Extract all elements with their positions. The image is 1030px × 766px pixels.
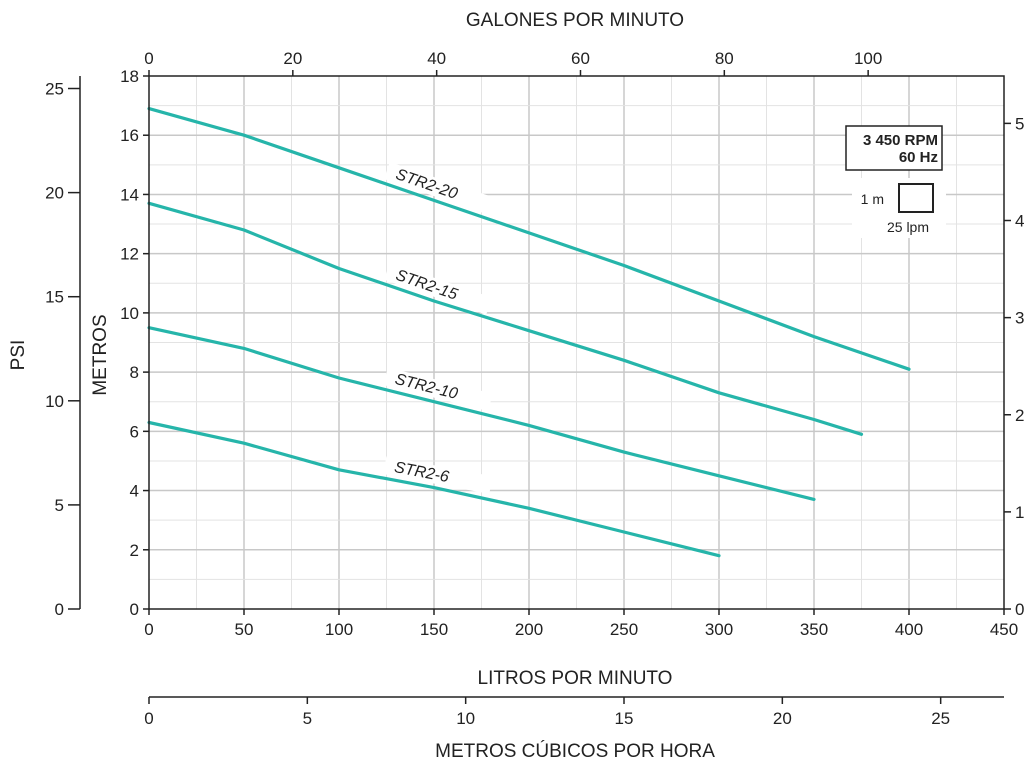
- y-right-tick-label: 2: [1015, 406, 1024, 425]
- series-label-bg: [384, 161, 493, 214]
- x-top-axis-title: GALONES POR MINUTO: [466, 10, 684, 31]
- x-bottom-tick-label: 350: [800, 620, 828, 639]
- scale-width-text: 25 lpm: [887, 219, 929, 235]
- x-bottom2-tick-label: 25: [931, 709, 950, 728]
- series-label-group: STR2-10: [383, 367, 493, 412]
- y-left2-tick-label: 10: [45, 392, 64, 411]
- x-bottom-tick-label: 0: [144, 620, 153, 639]
- x-bottom-tick-label: 250: [610, 620, 638, 639]
- x-bottom2-axis-title: METROS CÚBICOS POR HORA: [435, 740, 715, 762]
- y-right-tick-label: 1: [1015, 503, 1024, 522]
- x-bottom-tick-label: 400: [895, 620, 923, 639]
- plot-frame: [148, 75, 1005, 610]
- x-bottom2-tick-label: 10: [456, 709, 475, 728]
- series-label-bg: [383, 367, 493, 412]
- x-bottom2-tick-label: 0: [144, 709, 153, 728]
- y-right-tick-label: 0: [1015, 600, 1024, 619]
- x-bottom-tick-label: 50: [235, 620, 254, 639]
- y-left2-tick-label: 15: [45, 288, 64, 307]
- x-bottom-tick-label: 300: [705, 620, 733, 639]
- x-top-tick-label: 100: [854, 49, 882, 68]
- x-top-tick-label: 20: [283, 49, 302, 68]
- x-bottom2-tick-label: 15: [615, 709, 634, 728]
- y-left-axis-title: METROS: [90, 314, 111, 395]
- x-top-tick-label: 40: [427, 49, 446, 68]
- x-bottom-tick-label: 150: [420, 620, 448, 639]
- y-left-tick-label: 4: [130, 482, 139, 501]
- y-left2-tick-label: 0: [55, 600, 64, 619]
- scale-height-text: 1 m: [861, 191, 884, 207]
- series-line-str2-6: [147, 420, 721, 558]
- y-left-tick-label: 0: [130, 600, 139, 619]
- series-label-bg: [384, 262, 493, 315]
- x-bottom2-tick-label: 5: [303, 709, 312, 728]
- rpm-legend: 3 450 RPM 60 Hz: [845, 125, 943, 171]
- series-label-str2-10: STR2-10: [393, 371, 459, 403]
- y-right-tick-label: 3: [1015, 309, 1024, 328]
- y-left2-axis-title: PSI: [8, 340, 29, 371]
- x-top-tick-label: 0: [144, 49, 153, 68]
- y-left2-tick-label: 25: [45, 80, 64, 99]
- series-line-str2-15: [147, 201, 864, 436]
- x-bottom-tick-label: 450: [990, 620, 1018, 639]
- y-left-tick-label: 6: [130, 422, 139, 441]
- scale-key: 1 m 25 lpm: [852, 178, 946, 238]
- y-left-tick-label: 8: [130, 363, 139, 382]
- y-left-tick-label: 10: [120, 304, 139, 323]
- y-left-tick-label: 18: [120, 67, 139, 86]
- x-bottom-axis-title: LITROS POR MINUTO: [478, 668, 673, 689]
- y-left2-tick-label: 5: [55, 496, 64, 515]
- series-label-bg: [383, 456, 493, 494]
- x-bottom-tick-label: 100: [325, 620, 353, 639]
- rpm-text: 3 450 RPM: [863, 132, 938, 149]
- series-line-str2-20: [147, 106, 911, 371]
- grid: [149, 76, 1004, 609]
- x-bottom-tick-label: 200: [515, 620, 543, 639]
- y-left-tick-label: 16: [120, 126, 139, 145]
- x-top-tick-label: 80: [715, 49, 734, 68]
- y-left2-tick-label: 20: [45, 184, 64, 203]
- y-left-tick-label: 14: [120, 185, 139, 204]
- y-left-tick-label: 2: [130, 541, 139, 560]
- series-line-str2-10: [147, 326, 816, 501]
- scale-box: [898, 183, 934, 213]
- y-right-tick-label: 4: [1015, 212, 1024, 231]
- y-right-tick-label: 5: [1015, 114, 1024, 133]
- y-left-tick-label: 12: [120, 245, 139, 264]
- x-top-tick-label: 60: [571, 49, 590, 68]
- hz-text: 60 Hz: [899, 149, 938, 166]
- x-bottom2-tick-label: 20: [773, 709, 792, 728]
